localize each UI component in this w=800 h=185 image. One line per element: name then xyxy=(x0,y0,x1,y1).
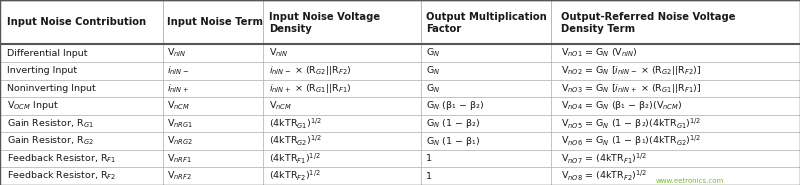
Bar xyxy=(263,115,421,132)
Text: V$_{nO7}$ = (4kTR$_{F1}$)$^{1/2}$: V$_{nO7}$ = (4kTR$_{F1}$)$^{1/2}$ xyxy=(561,152,647,166)
Text: V$_{nO5}$ = G$_N$ (1 − β₂)(4kTR$_{G1}$)$^{1/2}$: V$_{nO5}$ = G$_N$ (1 − β₂)(4kTR$_{G1}$)$… xyxy=(561,116,702,131)
Bar xyxy=(421,97,551,115)
Text: G$_N$: G$_N$ xyxy=(426,65,441,77)
Bar xyxy=(421,62,551,80)
Bar xyxy=(0,0,163,44)
Bar xyxy=(263,44,421,62)
Bar xyxy=(0,80,163,97)
Bar xyxy=(263,132,421,150)
Bar xyxy=(163,62,263,80)
Text: V$_{nRF1}$: V$_{nRF1}$ xyxy=(167,152,192,165)
Text: Density Term: Density Term xyxy=(561,24,635,34)
Text: Density: Density xyxy=(270,24,312,34)
Text: 1: 1 xyxy=(426,172,432,181)
Text: Feedback Resistor, R$_{F1}$: Feedback Resistor, R$_{F1}$ xyxy=(6,152,116,165)
Text: Feedback Resistor, R$_{F2}$: Feedback Resistor, R$_{F2}$ xyxy=(6,170,116,182)
Bar xyxy=(263,150,421,167)
Bar xyxy=(421,132,551,150)
Text: Factor: Factor xyxy=(426,24,462,34)
Text: V$_{nCM}$: V$_{nCM}$ xyxy=(167,100,190,112)
Bar xyxy=(421,80,551,97)
Bar xyxy=(421,0,551,44)
Bar xyxy=(421,44,551,62)
Bar xyxy=(0,115,163,132)
Bar xyxy=(551,97,800,115)
Text: V$_{nO4}$ = G$_N$ (β₁ − β₂)(V$_{nCM}$): V$_{nO4}$ = G$_N$ (β₁ − β₂)(V$_{nCM}$) xyxy=(561,99,682,112)
Bar xyxy=(163,44,263,62)
Bar xyxy=(551,62,800,80)
Text: $i_{nIN+}$ × (R$_{G1}$||R$_{F1}$): $i_{nIN+}$ × (R$_{G1}$||R$_{F1}$) xyxy=(270,82,352,95)
Bar xyxy=(0,167,163,185)
Text: Inverting Input: Inverting Input xyxy=(6,66,77,75)
Bar xyxy=(551,132,800,150)
Text: G$_N$ (1 − β₁): G$_N$ (1 − β₁) xyxy=(426,134,481,148)
Bar xyxy=(263,80,421,97)
Bar xyxy=(551,80,800,97)
Text: (4kTR$_{F1}$)$^{1/2}$: (4kTR$_{F1}$)$^{1/2}$ xyxy=(270,152,321,166)
Text: V$_{nO2}$ = G$_N$ [$i_{nIN-}$ × (R$_{G2}$||R$_{F2}$)]: V$_{nO2}$ = G$_N$ [$i_{nIN-}$ × (R$_{G2}… xyxy=(561,64,701,77)
Bar xyxy=(0,62,163,80)
Bar xyxy=(0,97,163,115)
Text: V$_{nRF2}$: V$_{nRF2}$ xyxy=(167,170,192,182)
Bar xyxy=(263,97,421,115)
Text: Output-Referred Noise Voltage: Output-Referred Noise Voltage xyxy=(561,12,735,22)
Text: Noninverting Input: Noninverting Input xyxy=(6,84,95,93)
Bar xyxy=(551,115,800,132)
Bar xyxy=(163,97,263,115)
Text: $i_{nIN+}$: $i_{nIN+}$ xyxy=(167,82,189,95)
Bar xyxy=(163,132,263,150)
Bar xyxy=(163,150,263,167)
Bar xyxy=(263,167,421,185)
Text: V$_{nIN}$: V$_{nIN}$ xyxy=(270,47,289,59)
Text: Gain Resistor, R$_{G1}$: Gain Resistor, R$_{G1}$ xyxy=(6,117,94,130)
Text: Input Noise Contribution: Input Noise Contribution xyxy=(6,17,146,27)
Text: V$_{OCM}$ Input: V$_{OCM}$ Input xyxy=(6,99,58,112)
Bar xyxy=(421,115,551,132)
Bar xyxy=(0,44,163,62)
Text: (4kTR$_{G2}$)$^{1/2}$: (4kTR$_{G2}$)$^{1/2}$ xyxy=(270,134,322,148)
Text: G$_N$: G$_N$ xyxy=(426,47,441,59)
Bar xyxy=(0,132,163,150)
Text: V$_{nO6}$ = G$_N$ (1 − β₁)(4kTR$_{G2}$)$^{1/2}$: V$_{nO6}$ = G$_N$ (1 − β₁)(4kTR$_{G2}$)$… xyxy=(561,134,702,148)
Bar xyxy=(263,0,421,44)
Text: Output Multiplication: Output Multiplication xyxy=(426,12,547,22)
Text: 1: 1 xyxy=(426,154,432,163)
Bar xyxy=(551,44,800,62)
Bar xyxy=(263,62,421,80)
Bar xyxy=(551,0,800,44)
Bar xyxy=(421,150,551,167)
Text: Input Noise Voltage: Input Noise Voltage xyxy=(270,12,381,22)
Bar xyxy=(0,150,163,167)
Text: (4kTR$_{F2}$)$^{1/2}$: (4kTR$_{F2}$)$^{1/2}$ xyxy=(270,169,321,183)
Text: G$_N$: G$_N$ xyxy=(426,82,441,95)
Bar xyxy=(163,167,263,185)
Text: V$_{nO8}$ = (4kTR$_{F2}$)$^{1/2}$: V$_{nO8}$ = (4kTR$_{F2}$)$^{1/2}$ xyxy=(561,169,647,183)
Text: $i_{nIN-}$ × (R$_{G2}$||R$_{F2}$): $i_{nIN-}$ × (R$_{G2}$||R$_{F2}$) xyxy=(270,64,352,77)
Bar xyxy=(551,167,800,185)
Bar xyxy=(421,167,551,185)
Text: V$_{nIN}$: V$_{nIN}$ xyxy=(167,47,186,59)
Text: V$_{nO1}$ = G$_N$ (V$_{nIN}$): V$_{nO1}$ = G$_N$ (V$_{nIN}$) xyxy=(561,47,638,59)
Text: V$_{nO3}$ = G$_N$ [$i_{nIN+}$ × (R$_{G1}$||R$_{F1}$)]: V$_{nO3}$ = G$_N$ [$i_{nIN+}$ × (R$_{G1}… xyxy=(561,82,701,95)
Bar xyxy=(163,80,263,97)
Text: G$_N$ (1 − β₂): G$_N$ (1 − β₂) xyxy=(426,117,481,130)
Text: V$_{nRG1}$: V$_{nRG1}$ xyxy=(167,117,193,130)
Text: Input Noise Term: Input Noise Term xyxy=(167,17,263,27)
Text: www.eetronics.com: www.eetronics.com xyxy=(655,178,724,184)
Bar xyxy=(163,115,263,132)
Text: Gain Resistor, R$_{G2}$: Gain Resistor, R$_{G2}$ xyxy=(6,135,94,147)
Bar xyxy=(551,150,800,167)
Bar xyxy=(163,0,263,44)
Text: $i_{nIN-}$: $i_{nIN-}$ xyxy=(167,65,189,77)
Text: V$_{nCM}$: V$_{nCM}$ xyxy=(270,100,292,112)
Text: (4kTR$_{G1}$)$^{1/2}$: (4kTR$_{G1}$)$^{1/2}$ xyxy=(270,116,322,131)
Text: V$_{nRG2}$: V$_{nRG2}$ xyxy=(167,135,193,147)
Text: G$_N$ (β₁ − β₂): G$_N$ (β₁ − β₂) xyxy=(426,99,484,112)
Text: Differential Input: Differential Input xyxy=(6,49,87,58)
